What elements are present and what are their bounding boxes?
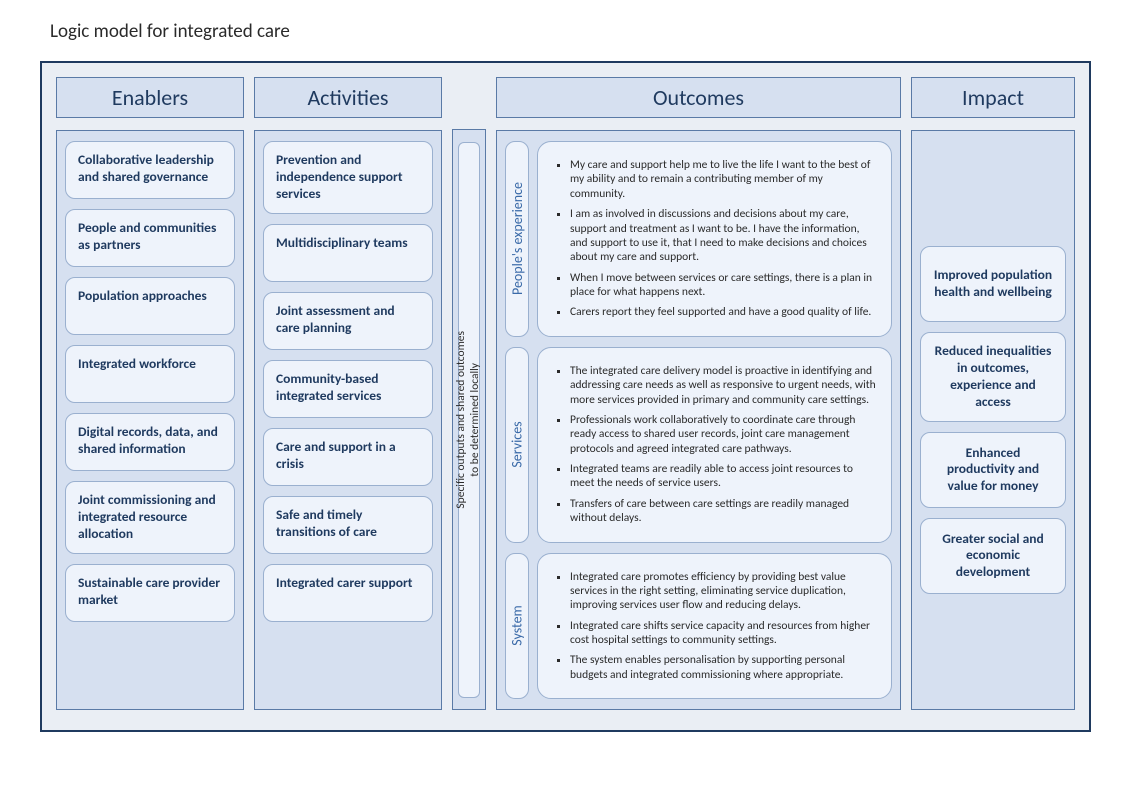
bridge-text: Specific outputs and shared outcomes to … bbox=[455, 331, 483, 509]
outcome-bullet: The integrated care delivery model is pr… bbox=[570, 364, 877, 407]
outcome-bullet: Professionals work collaboratively to co… bbox=[570, 413, 877, 456]
bridge-spacer bbox=[452, 77, 486, 117]
enabler-item: Collaborative leadership and shared gove… bbox=[65, 141, 235, 199]
column-impact: Impact Improved population health and we… bbox=[911, 77, 1075, 710]
activity-item: Prevention and independence support serv… bbox=[263, 141, 433, 214]
activity-item: Multidisciplinary teams bbox=[263, 224, 433, 282]
activities-header: Activities bbox=[254, 77, 442, 118]
impact-body: Improved population health and wellbeing… bbox=[911, 130, 1075, 710]
enabler-item: Integrated workforce bbox=[65, 345, 235, 403]
column-activities: Activities Prevention and independence s… bbox=[254, 77, 442, 710]
outcome-card-people: My care and support help me to live the … bbox=[537, 141, 892, 337]
outcome-group-system: System Integrated care promotes efficien… bbox=[505, 553, 892, 700]
outcome-label-system: System bbox=[505, 553, 529, 700]
activity-item: Safe and timely transitions of care bbox=[263, 496, 433, 554]
enabler-item: Population approaches bbox=[65, 277, 235, 335]
outcome-bullet: The system enables personalisation by su… bbox=[570, 653, 877, 682]
enablers-header: Enablers bbox=[56, 77, 244, 118]
impact-item: Greater social and economic development bbox=[920, 518, 1066, 594]
activity-item: Care and support in a crisis bbox=[263, 428, 433, 486]
outcome-group-services: Services The integrated care delivery mo… bbox=[505, 347, 892, 543]
outcome-card-services: The integrated care delivery model is pr… bbox=[537, 347, 892, 543]
outcome-label-people: People's experience bbox=[505, 141, 529, 337]
outcome-group-people: People's experience My care and support … bbox=[505, 141, 892, 337]
impact-item: Enhanced productivity and value for mone… bbox=[920, 432, 1066, 508]
enablers-body: Collaborative leadership and shared gove… bbox=[56, 130, 244, 710]
outcome-bullet: Integrated care promotes efficiency by p… bbox=[570, 570, 877, 613]
outcome-bullet: Integrated teams are readily able to acc… bbox=[570, 462, 877, 491]
impact-item: Improved population health and wellbeing bbox=[920, 246, 1066, 322]
outcomes-header: Outcomes bbox=[496, 77, 901, 118]
outcome-bullet: Integrated care shifts service capacity … bbox=[570, 619, 877, 648]
outcome-card-system: Integrated care promotes efficiency by p… bbox=[537, 553, 892, 700]
enabler-item: Sustainable care provider market bbox=[65, 564, 235, 622]
logic-model-frame: Enablers Collaborative leadership and sh… bbox=[40, 61, 1091, 732]
bridge-body: Specific outputs and shared outcomes to … bbox=[452, 129, 486, 710]
outcome-bullet: Carers report they feel supported and ha… bbox=[570, 305, 877, 319]
activity-item: Integrated carer support bbox=[263, 564, 433, 622]
outcome-bullet: When I move between services or care set… bbox=[570, 271, 877, 300]
enabler-item: People and communities as partners bbox=[65, 209, 235, 267]
column-enablers: Enablers Collaborative leadership and sh… bbox=[56, 77, 244, 710]
activity-item: Joint assessment and care planning bbox=[263, 292, 433, 350]
enabler-item: Digital records, data, and shared inform… bbox=[65, 413, 235, 471]
outcome-bullet: My care and support help me to live the … bbox=[570, 158, 877, 201]
bridge-pill: Specific outputs and shared outcomes to … bbox=[458, 142, 480, 698]
outcomes-body: People's experience My care and support … bbox=[496, 130, 901, 710]
column-bridge: Specific outputs and shared outcomes to … bbox=[452, 77, 486, 710]
outcome-bullet: Transfers of care between care settings … bbox=[570, 497, 877, 526]
outcome-bullet: I am as involved in discussions and deci… bbox=[570, 207, 877, 265]
outcome-label-services: Services bbox=[505, 347, 529, 543]
impact-item: Reduced inequalities in outcomes, experi… bbox=[920, 332, 1066, 422]
page-title: Logic model for integrated care bbox=[50, 20, 1091, 43]
activities-body: Prevention and independence support serv… bbox=[254, 130, 442, 710]
activity-item: Community-based integrated services bbox=[263, 360, 433, 418]
enabler-item: Joint commissioning and integrated resou… bbox=[65, 481, 235, 554]
column-outcomes: Outcomes People's experience My care and… bbox=[496, 77, 901, 710]
impact-header: Impact bbox=[911, 77, 1075, 118]
